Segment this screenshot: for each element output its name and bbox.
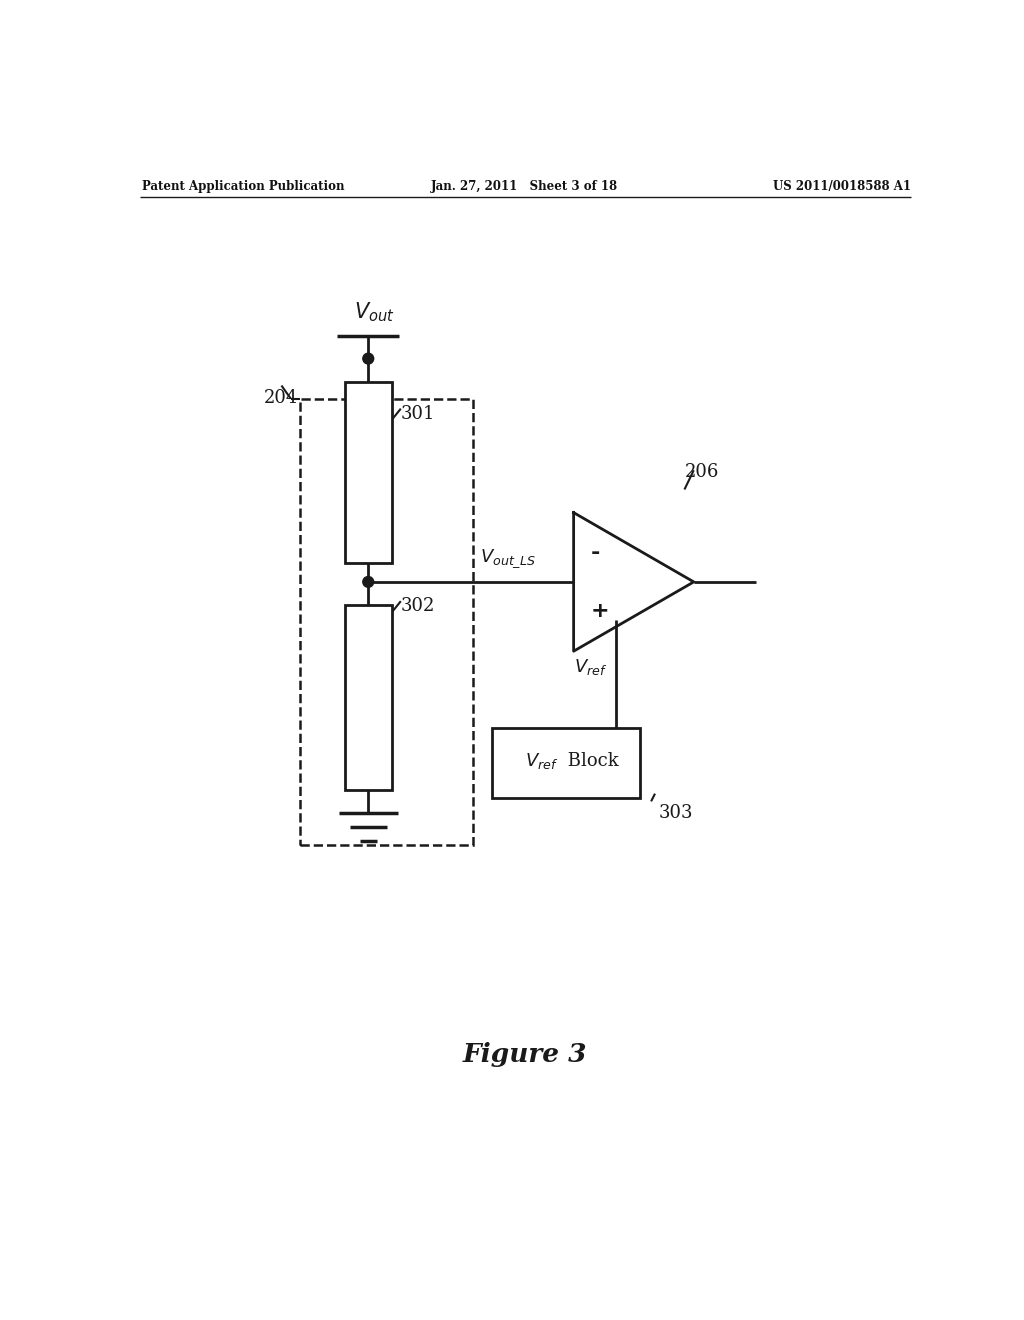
Text: 301: 301 bbox=[400, 405, 435, 422]
Text: US 2011/0018588 A1: US 2011/0018588 A1 bbox=[773, 180, 910, 193]
Text: $V_{\mathregular{ref}}$: $V_{\mathregular{ref}}$ bbox=[525, 751, 558, 771]
Text: Block: Block bbox=[562, 751, 618, 770]
Text: -: - bbox=[591, 543, 600, 562]
Text: Figure 3: Figure 3 bbox=[463, 1041, 587, 1067]
Bar bbox=[345, 381, 391, 562]
Text: Patent Application Publication: Patent Application Publication bbox=[142, 180, 344, 193]
Text: $V_{\mathregular{out}}$: $V_{\mathregular{out}}$ bbox=[354, 301, 395, 323]
Text: $V_{\mathregular{out\_LS}}$: $V_{\mathregular{out\_LS}}$ bbox=[480, 548, 536, 570]
Text: $V_{\mathregular{ref}}$: $V_{\mathregular{ref}}$ bbox=[573, 656, 607, 677]
Bar bbox=[300, 399, 473, 845]
Circle shape bbox=[362, 354, 374, 364]
Bar bbox=[345, 605, 391, 789]
Text: 303: 303 bbox=[658, 804, 693, 821]
Text: 204: 204 bbox=[263, 389, 298, 408]
Text: 206: 206 bbox=[684, 462, 719, 480]
Text: +: + bbox=[591, 601, 609, 622]
Circle shape bbox=[362, 577, 374, 587]
Bar bbox=[493, 729, 640, 797]
Text: 302: 302 bbox=[400, 598, 435, 615]
Text: Jan. 27, 2011   Sheet 3 of 18: Jan. 27, 2011 Sheet 3 of 18 bbox=[431, 180, 618, 193]
